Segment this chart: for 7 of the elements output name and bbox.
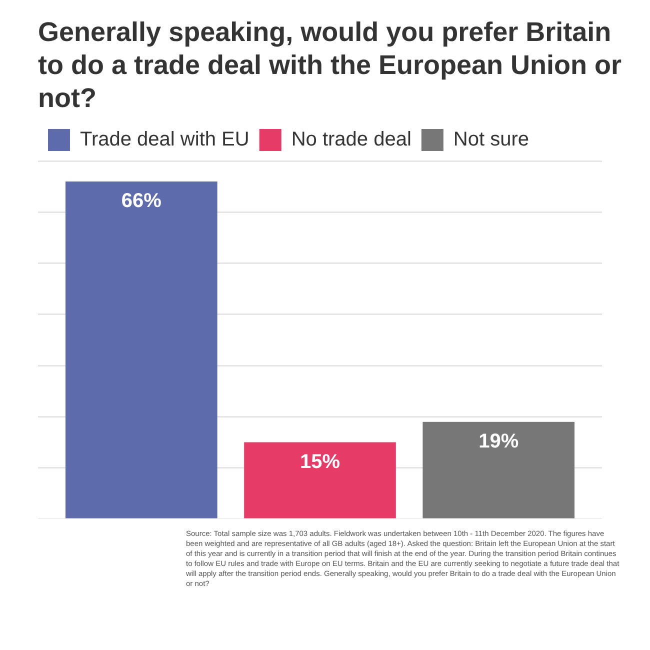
chart-title: Generally speaking, would you prefer Britain to do a trade deal with the European Union or not? — [37, 16, 623, 115]
legend-label: Not sure — [453, 128, 530, 151]
data-label: 66% — [121, 190, 162, 212]
legend-label: No trade deal — [291, 128, 412, 151]
legend-label: Trade deal with EU — [80, 128, 250, 151]
data-label: 19% — [478, 430, 519, 452]
data-label: 15% — [300, 450, 340, 473]
